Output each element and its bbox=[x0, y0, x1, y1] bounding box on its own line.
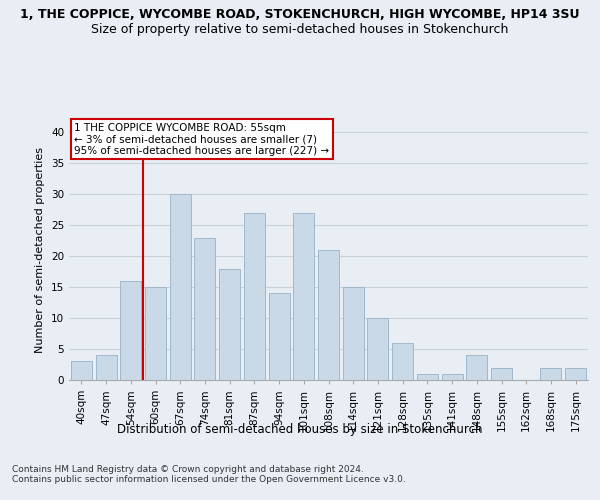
Bar bbox=[466, 355, 487, 380]
Bar bbox=[244, 213, 265, 380]
Text: Distribution of semi-detached houses by size in Stokenchurch: Distribution of semi-detached houses by … bbox=[117, 422, 483, 436]
Text: Size of property relative to semi-detached houses in Stokenchurch: Size of property relative to semi-detach… bbox=[91, 22, 509, 36]
Bar bbox=[565, 368, 586, 380]
Bar bbox=[442, 374, 463, 380]
Bar bbox=[293, 213, 314, 380]
Bar bbox=[120, 281, 141, 380]
Bar bbox=[541, 368, 562, 380]
Bar bbox=[145, 287, 166, 380]
Bar bbox=[367, 318, 388, 380]
Bar bbox=[417, 374, 438, 380]
Bar bbox=[170, 194, 191, 380]
Bar bbox=[219, 268, 240, 380]
Text: 1 THE COPPICE WYCOMBE ROAD: 55sqm
← 3% of semi-detached houses are smaller (7)
9: 1 THE COPPICE WYCOMBE ROAD: 55sqm ← 3% o… bbox=[74, 122, 329, 156]
Bar bbox=[343, 287, 364, 380]
Text: 1, THE COPPICE, WYCOMBE ROAD, STOKENCHURCH, HIGH WYCOMBE, HP14 3SU: 1, THE COPPICE, WYCOMBE ROAD, STOKENCHUR… bbox=[20, 8, 580, 20]
Bar bbox=[194, 238, 215, 380]
Bar bbox=[95, 355, 116, 380]
Bar bbox=[392, 343, 413, 380]
Y-axis label: Number of semi-detached properties: Number of semi-detached properties bbox=[35, 147, 46, 353]
Bar bbox=[71, 362, 92, 380]
Bar bbox=[491, 368, 512, 380]
Text: Contains HM Land Registry data © Crown copyright and database right 2024.
Contai: Contains HM Land Registry data © Crown c… bbox=[12, 465, 406, 484]
Bar bbox=[269, 294, 290, 380]
Bar bbox=[318, 250, 339, 380]
